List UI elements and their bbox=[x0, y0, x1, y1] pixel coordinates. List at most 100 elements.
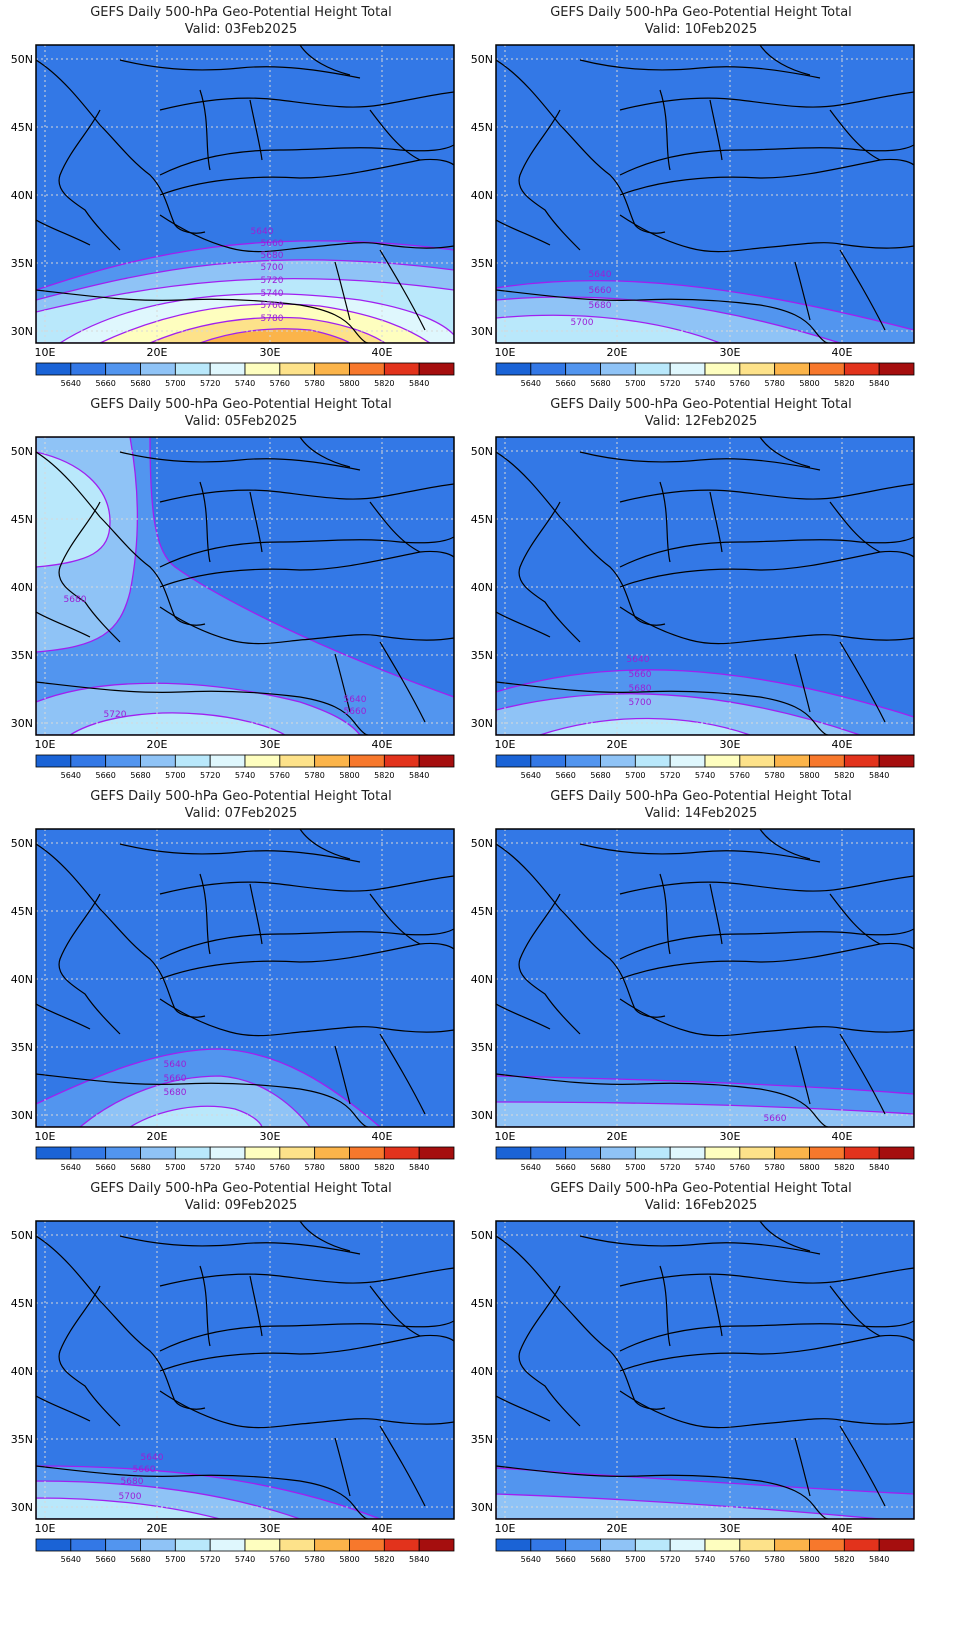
colorbar-swatch bbox=[70, 1538, 107, 1552]
colorbar-swatch bbox=[174, 1146, 211, 1160]
coastline bbox=[249, 883, 263, 945]
coastline bbox=[36, 219, 91, 246]
map-panel-16Feb2025: GEFS Daily 500-hPa Geo-Potential Height … bbox=[460, 1176, 942, 1586]
latitude-label: 30N bbox=[11, 717, 33, 730]
latitude-label: 50N bbox=[11, 53, 33, 66]
height-band bbox=[36, 451, 111, 568]
colorbar-level-label: 5640 bbox=[521, 379, 541, 388]
colorbar-swatch bbox=[600, 754, 636, 768]
longitude-label: 30E bbox=[260, 1130, 281, 1143]
panel-valid-date: Valid: 07Feb2025 bbox=[184, 806, 298, 821]
colorbar-swatch bbox=[140, 1538, 176, 1552]
colorbar-level-label: 5720 bbox=[660, 1163, 680, 1172]
colorbar-level-label: 5800 bbox=[799, 379, 819, 388]
colorbar-level-label: 5640 bbox=[521, 1555, 541, 1564]
latitude-label: 45N bbox=[11, 121, 33, 134]
colorbar-level-label: 5760 bbox=[730, 771, 750, 780]
colorbar-swatch bbox=[634, 362, 671, 376]
contour-label: 5660 bbox=[764, 1114, 787, 1124]
coastline bbox=[36, 451, 206, 626]
coastline bbox=[619, 606, 914, 645]
colorbar-swatch bbox=[739, 754, 776, 768]
latitude-label: 35N bbox=[11, 1433, 33, 1446]
coastline bbox=[159, 928, 454, 960]
coastline bbox=[619, 942, 914, 980]
map-panel-12Feb2025: GEFS Daily 500-hPa Geo-Potential Height … bbox=[460, 392, 942, 802]
latitude-label: 35N bbox=[11, 257, 33, 270]
panel-title: GEFS Daily 500-hPa Geo-Potential Height … bbox=[90, 397, 392, 412]
latitude-label: 35N bbox=[471, 1433, 493, 1446]
colorbar-swatch bbox=[349, 362, 385, 376]
height-band bbox=[78, 1075, 311, 1127]
coastline bbox=[839, 1425, 886, 1507]
colorbar-swatch bbox=[530, 1146, 567, 1160]
colorbar-swatch bbox=[383, 1538, 420, 1552]
longitude-label: 20E bbox=[147, 346, 168, 359]
coastline bbox=[496, 1073, 829, 1127]
colorbar-swatch bbox=[349, 1538, 385, 1552]
colorbar-swatch bbox=[878, 1538, 915, 1552]
longitude-label: 30E bbox=[720, 738, 741, 751]
height-band bbox=[496, 314, 721, 343]
colorbar-level-label: 5780 bbox=[304, 1555, 324, 1564]
coastline bbox=[299, 437, 351, 468]
latitude-label: 50N bbox=[471, 837, 493, 850]
latitude-label: 30N bbox=[11, 1109, 33, 1122]
latitude-label: 40N bbox=[471, 189, 493, 202]
coastline bbox=[759, 829, 811, 860]
colorbar-swatch bbox=[809, 362, 845, 376]
colorbar-swatch bbox=[634, 1538, 671, 1552]
coastline bbox=[299, 45, 351, 76]
latitude-label: 30N bbox=[471, 325, 493, 338]
coastline bbox=[619, 1267, 914, 1287]
colorbar-level-label: 5820 bbox=[834, 771, 854, 780]
contour-label: 5660 bbox=[133, 1465, 156, 1475]
colorbar-swatch bbox=[418, 1146, 455, 1160]
colorbar-level-label: 5780 bbox=[764, 771, 784, 780]
colorbar-swatch bbox=[174, 362, 211, 376]
coastline bbox=[709, 883, 723, 945]
colorbar-level-label: 5640 bbox=[61, 1555, 81, 1564]
coastline bbox=[58, 1285, 121, 1427]
latitude-label: 40N bbox=[11, 1365, 33, 1378]
coastline bbox=[159, 942, 454, 980]
colorbar-level-label: 5700 bbox=[165, 379, 185, 388]
coastline bbox=[36, 59, 206, 234]
latitude-label: 30N bbox=[471, 1501, 493, 1514]
coastline bbox=[619, 550, 914, 588]
map-panel-07Feb2025: GEFS Daily 500-hPa Geo-Potential Height … bbox=[0, 784, 482, 1194]
coastline bbox=[119, 843, 361, 863]
latitude-label: 30N bbox=[471, 1109, 493, 1122]
colorbar-swatch bbox=[495, 754, 532, 768]
colorbar-level-label: 5780 bbox=[304, 771, 324, 780]
coastline bbox=[619, 91, 914, 111]
coastline bbox=[334, 261, 351, 321]
colorbar-swatch bbox=[174, 754, 211, 768]
panel-title: GEFS Daily 500-hPa Geo-Potential Height … bbox=[90, 1181, 392, 1196]
coastline bbox=[659, 481, 671, 563]
colorbar-swatch bbox=[279, 754, 316, 768]
colorbar-level-label: 5800 bbox=[799, 1555, 819, 1564]
coastline bbox=[619, 214, 914, 253]
latitude-label: 50N bbox=[11, 837, 33, 850]
colorbar-level-label: 5840 bbox=[869, 1163, 889, 1172]
panel-title: GEFS Daily 500-hPa Geo-Potential Height … bbox=[550, 5, 852, 20]
longitude-label: 30E bbox=[720, 1130, 741, 1143]
colorbar-swatch bbox=[843, 1538, 880, 1552]
map-frame bbox=[495, 44, 915, 344]
longitude-label: 10E bbox=[35, 738, 56, 751]
colorbar-level-label: 5780 bbox=[304, 379, 324, 388]
coastline bbox=[839, 641, 886, 723]
panel-valid-date: Valid: 09Feb2025 bbox=[184, 1198, 298, 1213]
coastline bbox=[199, 481, 211, 563]
coastline bbox=[839, 249, 886, 331]
colorbar-level-label: 5660 bbox=[555, 379, 575, 388]
coastline bbox=[159, 1334, 454, 1372]
colorbar-swatch bbox=[530, 362, 567, 376]
colorbar-swatch bbox=[35, 1538, 72, 1552]
coastline bbox=[58, 893, 121, 1035]
colorbar-level-label: 5660 bbox=[555, 771, 575, 780]
coastline bbox=[36, 611, 91, 638]
coastline bbox=[159, 1320, 454, 1352]
